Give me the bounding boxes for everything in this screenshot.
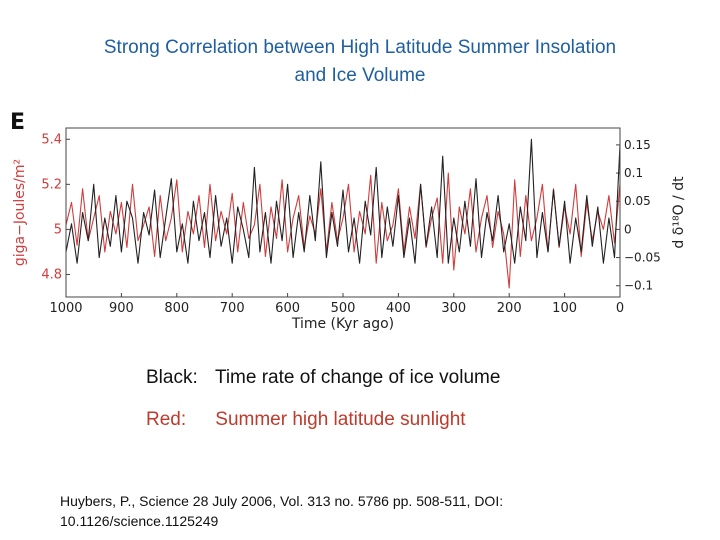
x-tick-label-10: 0 [616,301,624,316]
y-right-tick-label-0: 0.15 [624,138,651,152]
y-left-tick-label-3: 4.8 [41,267,62,282]
citation-line-2: 10.1126/science.1125249 [60,513,219,529]
y-right-tick-labels: 0.15 0.1 0.05 0 −0.05 −0.1 [616,138,661,293]
x-tick-label-4: 600 [275,301,300,316]
insolation-ice-chart: E 1000 900 800 700 600 500 400 300 200 100 0 5.45.… [10,110,687,332]
y-right-tick-label-2: 0.05 [624,194,651,208]
legend-black-label: Black: [146,367,198,388]
x-tick-label-0: 1000 [49,301,82,316]
x-tick-label-8: 200 [497,301,522,316]
x-tick-label-5: 500 [331,301,356,316]
y-left-tick-label-2: 5 [54,222,62,237]
x-tick-label-9: 100 [552,301,577,316]
citation: Huybers, P., Science 28 July 2006, Vol. … [60,491,660,531]
y-left-tick-labels: 5.4 5.2 5 4.8 [41,132,70,282]
y-right-tick-label-3: 0 [624,222,632,236]
y-right-axis-title: d δ¹⁸O / dt [671,176,687,249]
slide-title-line-2: and Ice Volume [294,65,426,86]
y-left-tick-label-0: 5.4 [41,132,62,147]
x-tick-label-3: 700 [220,301,245,316]
y-right-tick-label-5: −0.1 [624,279,653,293]
x-tick-label-7: 300 [441,301,466,316]
legend-black-text: Time rate of change of ice volume [214,367,501,388]
x-tick-label-1: 900 [109,301,134,316]
y-left-axis-title: giga−Joules/m² [12,159,28,266]
legend-red-text: Summer high latitude sunlight [215,409,466,430]
slide-title-line-1: Strong Correlation between High Latitude… [103,37,617,58]
series-group [65,138,621,289]
series-line-ice-rate [65,138,621,264]
x-tick-label-2: 800 [164,301,189,316]
slide-title: Strong Correlation between High Latitude… [40,34,680,90]
legend-black: Black: Time rate of change of ice volume [146,367,500,389]
citation-line-1: Huybers, P., Science 28 July 2006, Vol. … [60,493,504,509]
x-axis-title: Time (Kyr ago) [291,316,394,332]
x-axis-tick-labels: 1000 900 800 700 600 500 400 300 200 100 0 [49,293,624,316]
y-left-tick-label-1: 5.2 [41,177,62,192]
y-right-tick-label-1: 0.1 [624,166,643,180]
legend-red-label: Red: [146,409,187,430]
legend-red: Red: Summer high latitude sunlight [146,409,466,431]
plot-frame [65,127,621,298]
y-right-tick-label-4: −0.05 [624,251,661,265]
panel-label: E [10,110,25,135]
x-tick-label-6: 400 [386,301,411,316]
